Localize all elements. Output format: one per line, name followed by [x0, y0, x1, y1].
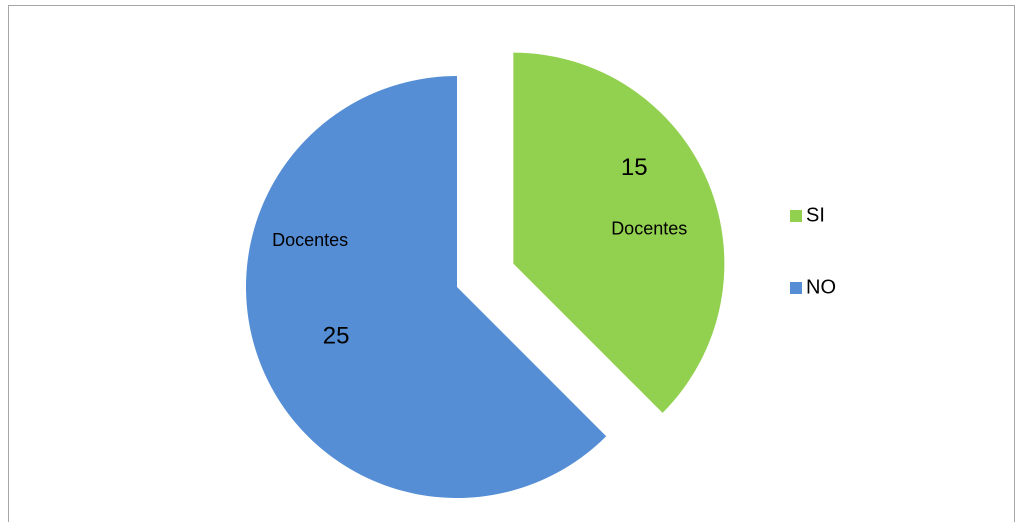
data-annotation: Docentes [272, 230, 348, 250]
legend-swatch [790, 210, 802, 222]
pie-slice [246, 76, 607, 498]
data-annotation: Docentes [611, 218, 687, 238]
pie-slice [513, 52, 725, 413]
data-label: 25 [323, 322, 350, 349]
legend-label: NO [806, 276, 836, 298]
legend-swatch [790, 282, 802, 294]
legend-label: SI [806, 204, 825, 226]
data-label: 15 [621, 154, 648, 181]
